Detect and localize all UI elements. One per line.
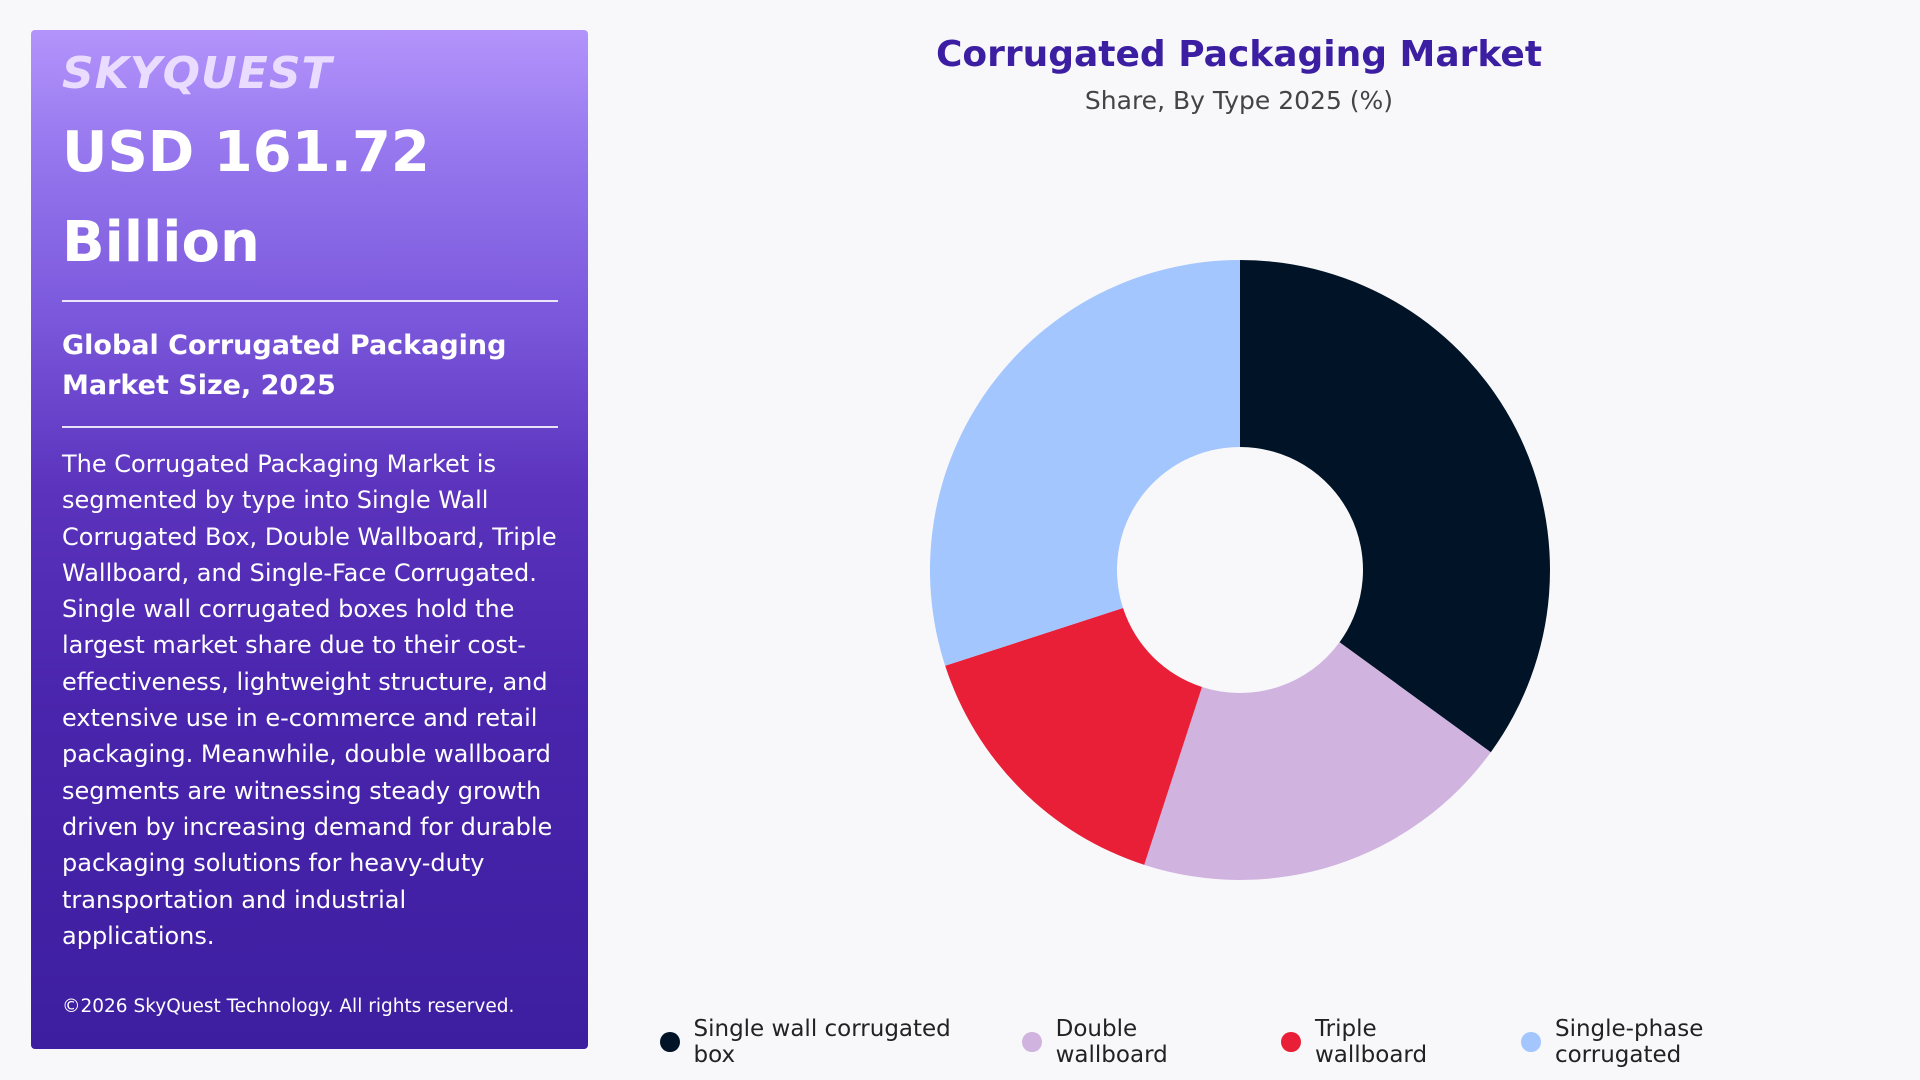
donut-chart — [930, 260, 1550, 881]
legend-label: Triple wallboard — [1314, 1016, 1428, 1068]
legend-item: Single wall corrugated box — [660, 1016, 992, 1068]
legend-label: Double wallboard — [1055, 1016, 1168, 1068]
legend-item: Triple wallboard — [1281, 1016, 1491, 1068]
legend-swatch — [1022, 1032, 1042, 1052]
legend-item: Single-phase corrugated — [1521, 1016, 1830, 1068]
market-size-label: Global Corrugated Packaging Market Size,… — [62, 330, 507, 401]
divider — [62, 300, 558, 302]
donut-slice-single-phase-corrugated — [930, 260, 1240, 666]
summary-panel: SKYQUEST USD 161.72 Billion Global Corru… — [31, 30, 588, 1049]
copyright-notice: ©2026 SkyQuest Technology. All rights re… — [62, 996, 515, 1017]
chart-title: Corrugated Packaging Market — [935, 34, 1543, 75]
brand-logo: SKYQUEST — [62, 48, 333, 99]
legend-swatch — [1281, 1032, 1301, 1052]
chart-subtitle: Share, By Type 2025 (%) — [1084, 86, 1394, 115]
chart-legend: Single wall corrugated box Double wallboa… — [660, 1016, 1860, 1068]
legend-swatch — [660, 1032, 680, 1052]
market-value: USD 161.72 Billion — [62, 120, 430, 275]
donut-slice-double-wallboard — [1144, 642, 1491, 881]
legend-label: Single-phase corrugated — [1554, 1016, 1704, 1068]
donut-slice-triple-wallboard — [945, 608, 1202, 865]
donut-slice-single-wall-corrugated-box — [1240, 260, 1550, 753]
legend-item: Double wallboard — [1022, 1016, 1251, 1068]
market-description: The Corrugated Packaging Market is segme… — [62, 450, 557, 950]
divider — [62, 426, 558, 428]
legend-label: Single wall corrugated box — [693, 1016, 951, 1068]
legend-swatch — [1521, 1032, 1541, 1052]
